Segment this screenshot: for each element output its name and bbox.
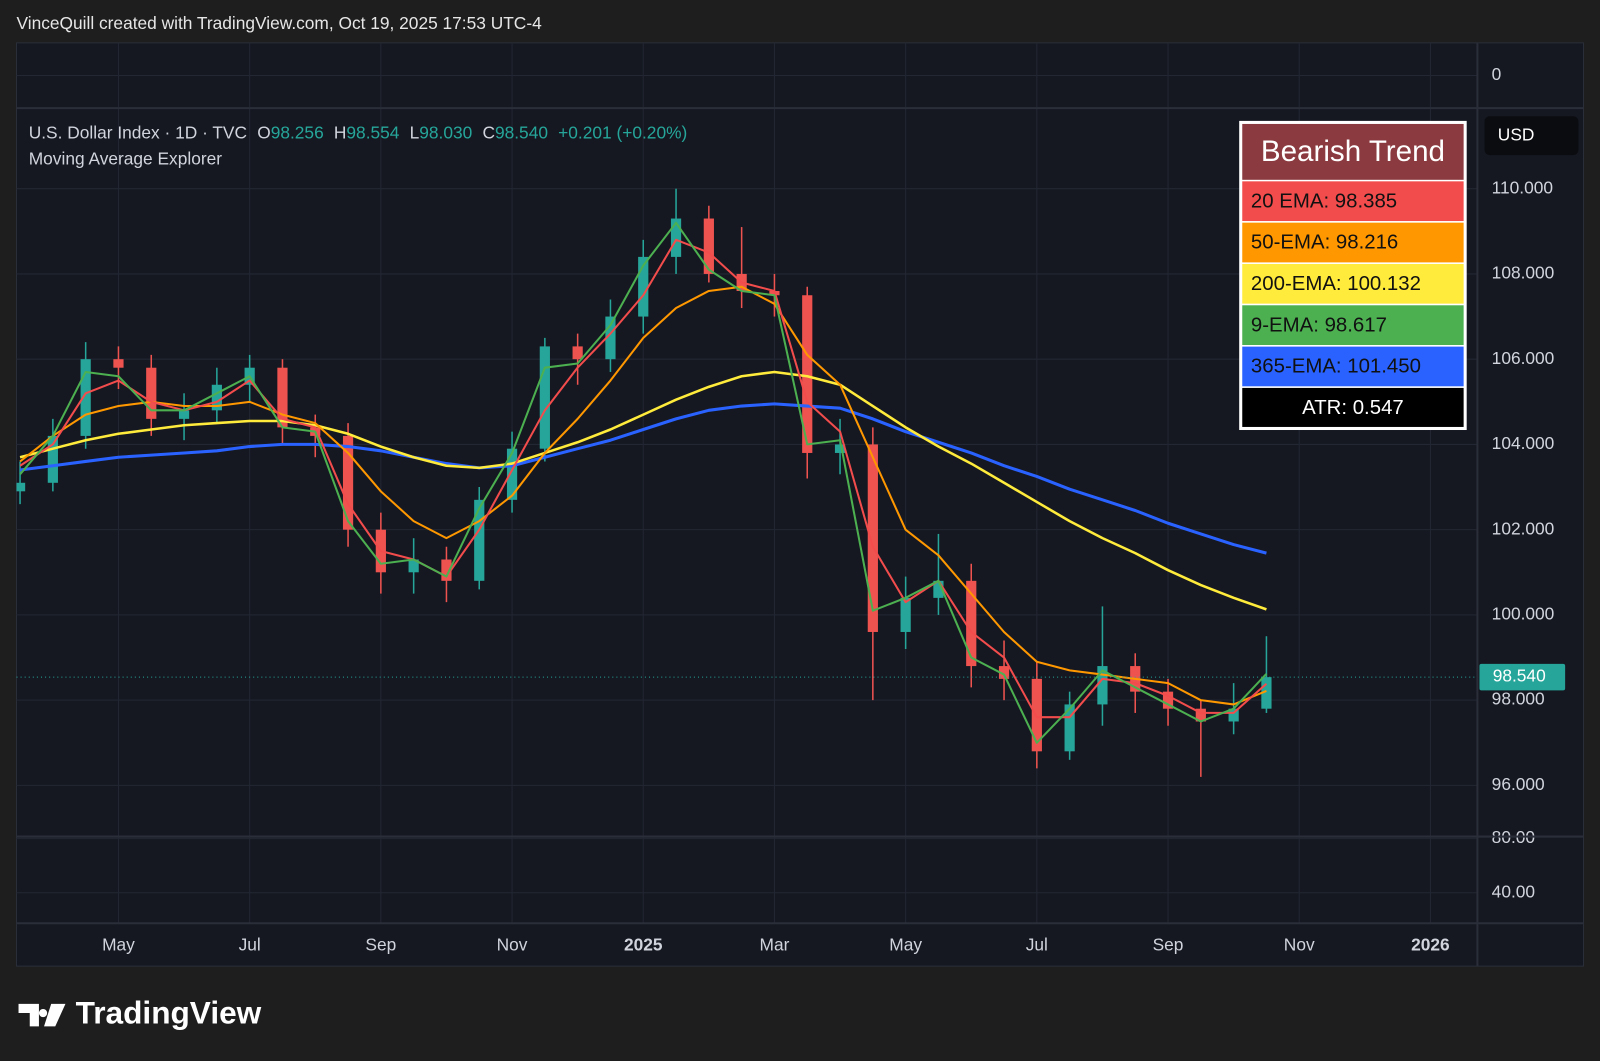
y-tick-label: 96.000 xyxy=(1492,774,1545,794)
currency[interactable]: USD xyxy=(1498,124,1535,144)
x-tick-label: Jul xyxy=(1026,934,1048,954)
logo: TradingView xyxy=(18,994,262,1030)
x-tick-label: Nov xyxy=(497,934,528,954)
candle-body xyxy=(342,435,354,530)
last-price-label: 98.540 xyxy=(1493,666,1546,686)
candle-body xyxy=(638,256,649,317)
x-tick-label: 2025 xyxy=(624,934,663,954)
ohlc-value: 98.540 xyxy=(495,122,548,142)
panel-title: Bearish Trend xyxy=(1261,135,1445,168)
credit: VinceQuill created with TradingView.com,… xyxy=(16,13,542,33)
candle-body xyxy=(670,218,682,257)
candle-body xyxy=(933,580,944,598)
candle-body xyxy=(113,359,124,368)
candle-body xyxy=(1031,678,1042,752)
symbol: U.S. Dollar Index · 1D · TVC xyxy=(29,122,247,142)
candle-body xyxy=(16,482,26,492)
panel-row: 20 EMA: 98.385 xyxy=(1251,190,1397,212)
x-tick-label: Sep xyxy=(1153,934,1184,954)
x-tick-label: Jul xyxy=(239,934,261,954)
y-tick-label: 108.000 xyxy=(1492,263,1555,283)
y-tick-label: 100.000 xyxy=(1492,603,1555,623)
y-tick-label: 40.00 xyxy=(1492,881,1535,901)
ohlc-value: 98.554 xyxy=(346,122,399,142)
trend-panel: Bearish Trend 20 EMA: 98.385 50-EMA: 98.21… xyxy=(1239,120,1467,431)
candle-body xyxy=(802,295,813,453)
panel-row: ATR: 0.547 xyxy=(1302,397,1404,419)
candle-body xyxy=(539,346,550,449)
panel-row: 50-EMA: 98.216 xyxy=(1251,232,1398,254)
brand: TradingView xyxy=(76,994,262,1030)
y-tick-label: 98.000 xyxy=(1492,689,1545,709)
y-tick-label: 0 xyxy=(1492,64,1502,84)
plot xyxy=(16,188,1478,777)
ema-line xyxy=(19,238,1268,719)
ohlc-label: H xyxy=(334,122,347,142)
indicator-name: Moving Average Explorer xyxy=(29,149,223,169)
candle-body xyxy=(834,444,846,453)
candle-body xyxy=(605,316,616,360)
last-price-tag xyxy=(1479,663,1566,691)
candle-body xyxy=(1195,708,1206,722)
candle-body xyxy=(1261,677,1272,709)
panel-row-bg xyxy=(1239,179,1466,223)
ema-line xyxy=(19,221,1268,744)
panel-border xyxy=(1239,120,1467,431)
y-tick-label: 104.000 xyxy=(1492,433,1555,453)
panel-row: 200-EMA: 100.132 xyxy=(1251,273,1421,295)
ema-line xyxy=(19,285,1267,706)
ohlc-value: 98.256 xyxy=(271,122,324,142)
y-tick-label: 106.000 xyxy=(1492,348,1555,368)
x-tick-label: Mar xyxy=(760,934,790,954)
panel-row: 9-EMA: 98.617 xyxy=(1251,314,1387,336)
candle-body xyxy=(867,444,878,632)
change: +0.201 (+0.20%) xyxy=(558,122,687,142)
candle-body xyxy=(277,367,288,428)
candle-body xyxy=(966,580,977,667)
y-tick-label: 110.000 xyxy=(1492,177,1553,197)
candle-body xyxy=(998,666,1010,679)
candle-body xyxy=(1097,666,1108,705)
candle-body xyxy=(146,367,157,419)
candle-body xyxy=(178,410,190,419)
logo-mark xyxy=(18,1003,66,1027)
x-tick-label: 2026 xyxy=(1411,934,1450,954)
legend-line: U.S. Dollar Index · 1D · TVC O98.256 H98.5… xyxy=(29,122,688,142)
candle-body xyxy=(1064,704,1075,752)
candle-body xyxy=(408,559,419,573)
ohlc-label: L xyxy=(410,122,420,142)
candle-body xyxy=(47,435,58,483)
candle-body xyxy=(900,597,911,632)
x-tick-label: May xyxy=(102,934,135,954)
panel-title-bg xyxy=(1240,122,1466,181)
candle-body xyxy=(703,218,714,274)
candle-body xyxy=(506,448,518,500)
ohlc-label: O xyxy=(257,122,270,142)
ohlc-label: C xyxy=(482,122,495,142)
x-tick-label: May xyxy=(889,934,922,954)
y-tick-label: 102.000 xyxy=(1492,518,1555,538)
candle-body xyxy=(80,359,91,436)
ohlc-value: 98.030 xyxy=(419,122,472,142)
grid xyxy=(16,42,1478,924)
candle-body xyxy=(441,559,452,581)
candle-body xyxy=(474,499,485,581)
x-tick-label: Sep xyxy=(365,934,396,954)
candle-body xyxy=(572,346,583,360)
axes: 96.000 98.000 100.000 102.000 104.000 106.000… xyxy=(102,64,1566,954)
currency-button[interactable] xyxy=(1484,116,1579,156)
panel-row-bg xyxy=(1239,303,1466,347)
candle-body xyxy=(1228,708,1239,722)
ema-line xyxy=(19,370,1267,611)
candle-body xyxy=(211,384,222,411)
x-tick-label: Nov xyxy=(1284,934,1315,954)
ema-line xyxy=(19,402,1267,555)
panel-row: 365-EMA: 101.450 xyxy=(1251,356,1421,378)
candle-body xyxy=(1162,691,1174,709)
